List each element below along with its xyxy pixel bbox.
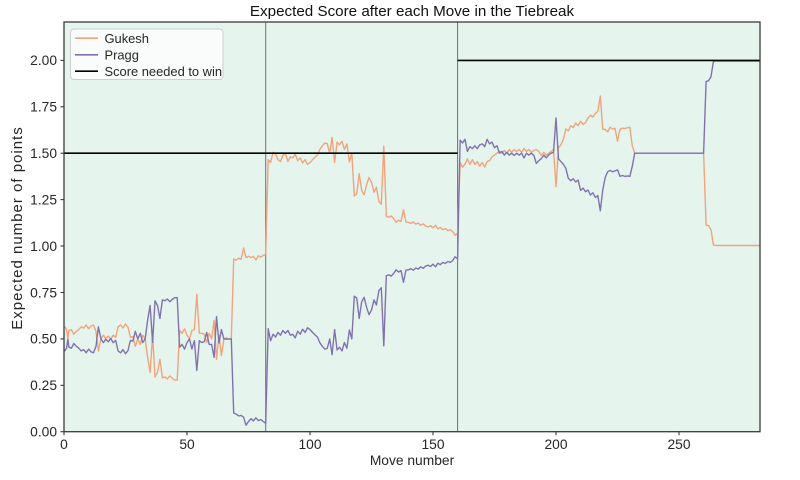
svg-text:250: 250 <box>667 437 690 452</box>
svg-text:Expected Score after each Move: Expected Score after each Move in the Ti… <box>250 3 575 20</box>
svg-text:2.00: 2.00 <box>30 53 57 68</box>
svg-text:0.50: 0.50 <box>30 332 57 347</box>
svg-text:Gukesh: Gukesh <box>105 31 149 46</box>
svg-text:Pragg: Pragg <box>105 47 139 62</box>
svg-text:Expected number of points: Expected number of points <box>9 126 26 329</box>
svg-text:0.75: 0.75 <box>30 285 57 300</box>
svg-text:50: 50 <box>179 437 195 452</box>
svg-text:Move number: Move number <box>370 453 455 468</box>
svg-text:0.00: 0.00 <box>30 425 57 440</box>
svg-text:0.25: 0.25 <box>30 378 57 393</box>
svg-text:1.25: 1.25 <box>30 192 57 207</box>
svg-text:1.00: 1.00 <box>30 239 57 254</box>
svg-text:100: 100 <box>298 437 321 452</box>
svg-text:Score needed to win: Score needed to win <box>105 64 223 79</box>
svg-text:0: 0 <box>60 437 68 452</box>
svg-text:1.50: 1.50 <box>30 146 57 161</box>
svg-text:200: 200 <box>544 437 567 452</box>
svg-text:1.75: 1.75 <box>30 100 57 115</box>
svg-text:150: 150 <box>421 437 444 452</box>
